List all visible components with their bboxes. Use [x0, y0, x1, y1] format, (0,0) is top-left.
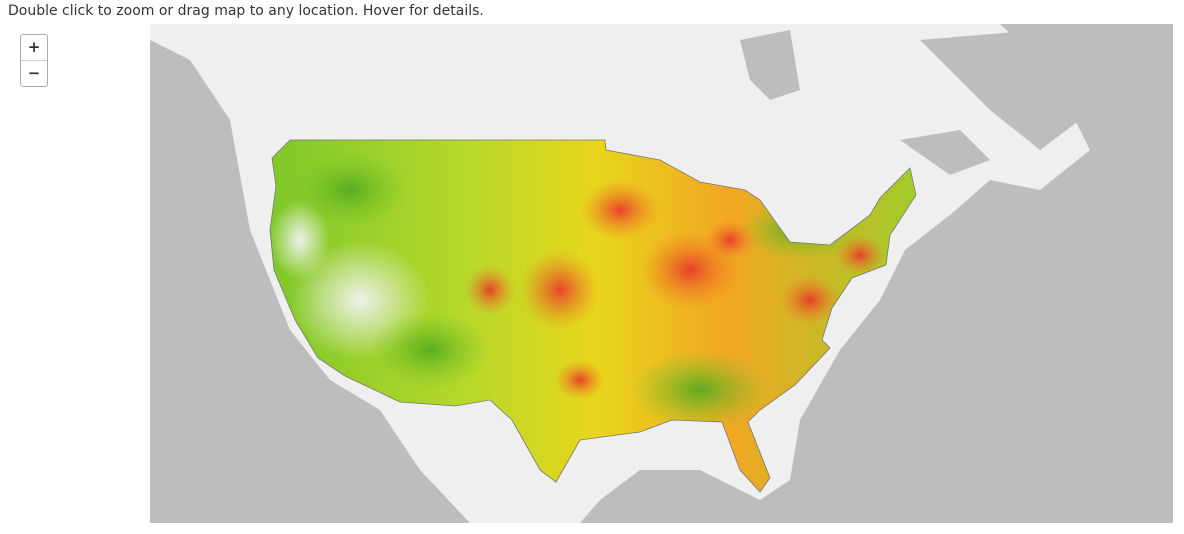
zoom-out-button[interactable]: −: [21, 60, 47, 86]
map[interactable]: [150, 24, 1173, 523]
zoom-control: + −: [20, 34, 48, 87]
us-outline: [269, 139, 917, 493]
water-body: [740, 30, 1080, 175]
instruction-text: Double click to zoom or drag map to any …: [8, 3, 484, 19]
zoom-in-button[interactable]: +: [27, 38, 41, 56]
